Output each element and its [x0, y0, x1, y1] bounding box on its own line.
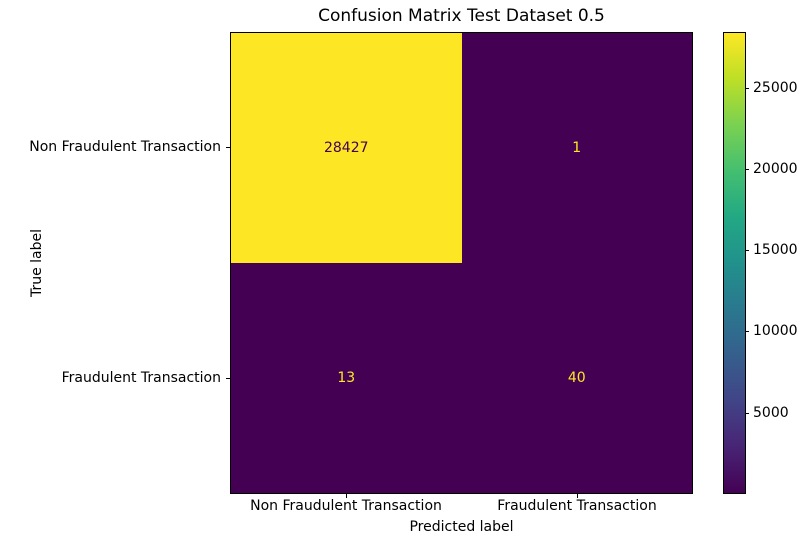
colorbar-tick-mark: [745, 88, 749, 89]
x-axis-label: Predicted label: [409, 519, 514, 535]
colorbar-tick-mark: [745, 331, 749, 332]
matrix-cell: 1: [461, 33, 692, 263]
colorbar-tick-mark: [745, 413, 749, 414]
y-tick-mark: [226, 378, 230, 379]
colorbar-tick-mark: [745, 250, 749, 251]
y-tick-label-non-fraudulent: Non Fraudulent Transaction: [29, 139, 221, 155]
y-tick-mark: [226, 147, 230, 148]
colorbar-tick-label: 5000: [753, 405, 789, 421]
y-axis-label: True label: [29, 228, 45, 298]
chart-title: Confusion Matrix Test Dataset 0.5: [318, 6, 605, 26]
colorbar-tick-label: 15000: [753, 242, 798, 258]
colorbar-tick-label: 25000: [753, 80, 798, 96]
colorbar-tick-mark: [745, 169, 749, 170]
x-tick-mark: [577, 494, 578, 498]
x-tick-mark: [346, 494, 347, 498]
matrix-cell: 28427: [231, 33, 462, 263]
x-tick-label-fraudulent: Fraudulent Transaction: [497, 498, 657, 514]
heatmap-axes: 28427 1 13 40: [230, 32, 693, 494]
colorbar-gradient: [723, 32, 746, 494]
x-tick-label-non-fraudulent: Non Fraudulent Transaction: [250, 498, 442, 514]
colorbar-tick-label: 10000: [753, 323, 798, 339]
colorbar-tick-label: 20000: [753, 161, 798, 177]
matrix-cell: 13: [231, 263, 462, 493]
matrix-cell: 40: [461, 263, 692, 493]
y-tick-label-fraudulent: Fraudulent Transaction: [61, 370, 221, 386]
